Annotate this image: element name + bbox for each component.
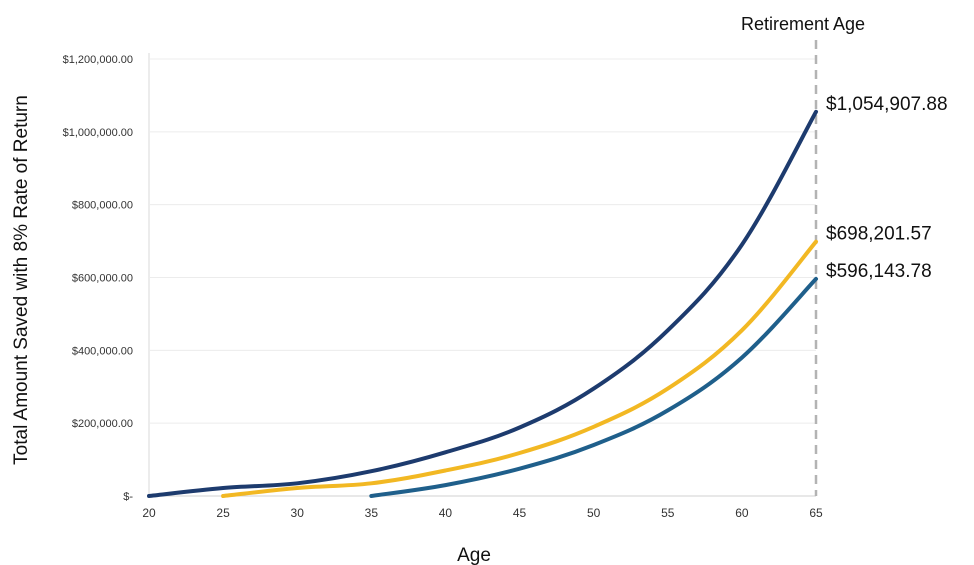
y-tick-label: $1,000,000.00 bbox=[63, 127, 133, 139]
retirement-age-label: Retirement Age bbox=[741, 14, 865, 34]
x-tick-label: 30 bbox=[291, 506, 305, 520]
x-tick-label: 35 bbox=[365, 506, 379, 520]
y-axis-ticks: $- $200,000.00 $400,000.00 $600,000.00 $800,… bbox=[63, 54, 134, 503]
x-axis-ticks: 20 25 30 35 40 45 50 55 60 65 bbox=[142, 506, 823, 520]
end-value-label: $698,201.57 bbox=[826, 224, 932, 245]
y-tick-label: $200,000.00 bbox=[72, 418, 133, 430]
end-labels: $1,054,907.88 $698,201.57 $596,143.78 bbox=[826, 94, 948, 282]
end-value-label: $596,143.78 bbox=[826, 261, 932, 282]
y-tick-label: $- bbox=[123, 491, 133, 503]
end-value-label: $1,054,907.88 bbox=[826, 94, 948, 115]
x-tick-label: 45 bbox=[513, 506, 527, 520]
series-line-1 bbox=[147, 109, 818, 498]
series-line-2 bbox=[221, 239, 818, 498]
x-tick-label: 25 bbox=[216, 506, 230, 520]
x-tick-label: 20 bbox=[142, 506, 156, 520]
y-tick-label: $400,000.00 bbox=[72, 345, 133, 357]
x-tick-label: 60 bbox=[735, 506, 749, 520]
y-tick-label: $600,000.00 bbox=[72, 273, 133, 285]
x-tick-label: 40 bbox=[439, 506, 453, 520]
x-tick-label: 50 bbox=[587, 506, 601, 520]
series-line-3 bbox=[369, 276, 818, 498]
x-tick-label: 55 bbox=[661, 506, 675, 520]
y-tick-label: $800,000.00 bbox=[72, 200, 133, 212]
reference-line-group: Retirement Age bbox=[741, 14, 865, 496]
y-axis-title: Total Amount Saved with 8% Rate of Retur… bbox=[11, 95, 32, 465]
x-tick-label: 65 bbox=[809, 506, 823, 520]
grid bbox=[148, 53, 816, 497]
x-axis-title: Age bbox=[457, 545, 491, 565]
y-tick-label: $1,200,000.00 bbox=[63, 54, 133, 66]
series-group bbox=[147, 109, 818, 498]
